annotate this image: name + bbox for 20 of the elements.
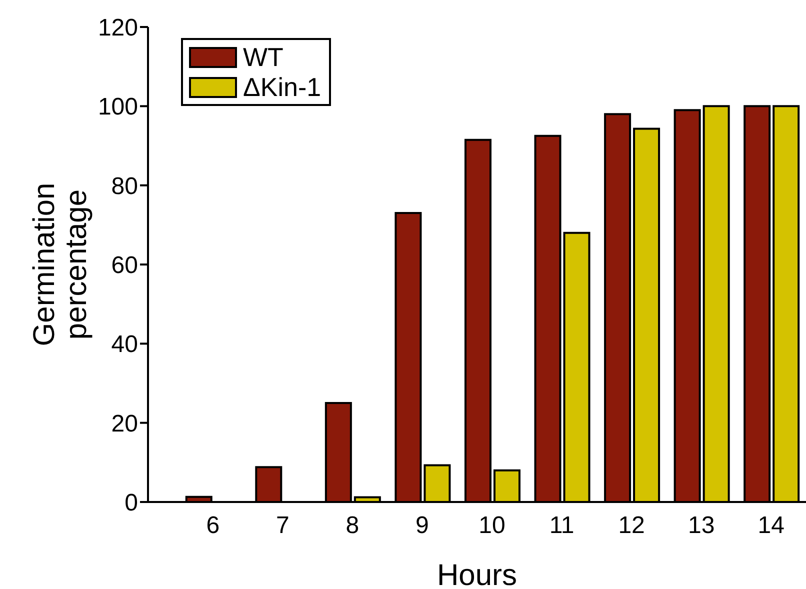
x-axis-title: Hours (436, 559, 518, 589)
y-tick-label: 60 (111, 252, 138, 280)
x-tick-label: 8 (346, 512, 360, 540)
y-tick-label: 80 (111, 172, 138, 200)
y-tick-label: 0 (124, 490, 138, 517)
x-tick-label: 14 (758, 512, 784, 540)
y-tick-label: 20 (111, 410, 138, 438)
y-tick-label: 120 (98, 14, 138, 42)
x-tick-label: 11 (549, 512, 574, 540)
legend-label: ΔKin-1 (243, 72, 322, 102)
y-tick-label: 40 (111, 331, 138, 358)
legend-label: WT (243, 42, 284, 72)
x-tick-label: 12 (618, 512, 645, 540)
x-tick-label: 6 (206, 512, 220, 540)
x-tick-label: 7 (276, 512, 290, 540)
y-axis-title: Germination percentage (28, 182, 93, 346)
x-tick-label: 13 (688, 512, 715, 540)
x-tick-label: 9 (416, 512, 429, 540)
x-tick-label: 10 (478, 512, 506, 540)
y-tick-label: 100 (98, 94, 138, 121)
